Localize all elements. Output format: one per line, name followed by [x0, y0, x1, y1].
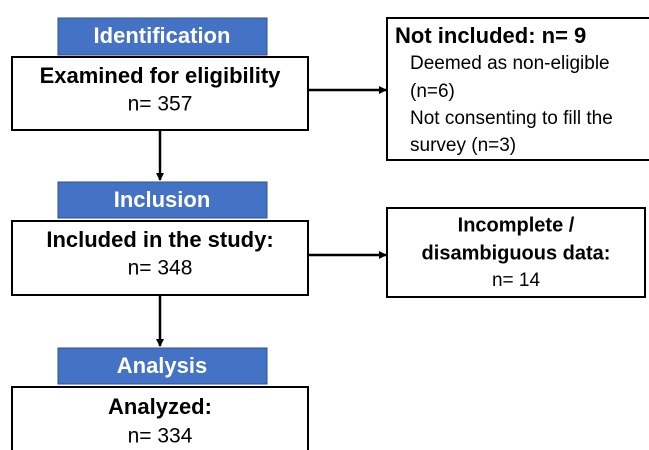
stage-count: n= 357 [128, 93, 193, 116]
stage-label: Identification [94, 23, 231, 48]
stage-box [11, 220, 309, 296]
stage-label: Analysis [117, 353, 208, 378]
excluded-line: n= 14 [492, 270, 541, 291]
excluded-box [386, 207, 646, 298]
stage-box [11, 386, 309, 450]
excluded-line: Incomplete / [458, 214, 575, 236]
excluded-title: Not included: n= 9 [395, 23, 586, 48]
stage-label: Inclusion [114, 187, 211, 212]
excluded-line: disambiguous data: [422, 242, 611, 264]
stage-count: n= 334 [128, 425, 193, 448]
stage-count: n= 348 [128, 257, 193, 280]
stage-box [11, 56, 309, 131]
stage-label-box [57, 17, 268, 56]
excluded-line: survey (n=3) [410, 135, 516, 156]
excluded-box [386, 17, 649, 161]
stage-title: Included in the study: [46, 227, 273, 252]
excluded-line: Not consenting to fill the [410, 108, 613, 129]
stage-title: Examined for eligibility [40, 63, 282, 88]
stage-label-box [57, 181, 268, 219]
excluded-line: (n=6) [410, 81, 455, 102]
excluded-line: Deemed as non-eligible [410, 53, 610, 74]
stage-title: Analyzed: [108, 394, 212, 419]
stage-label-box [57, 347, 268, 385]
